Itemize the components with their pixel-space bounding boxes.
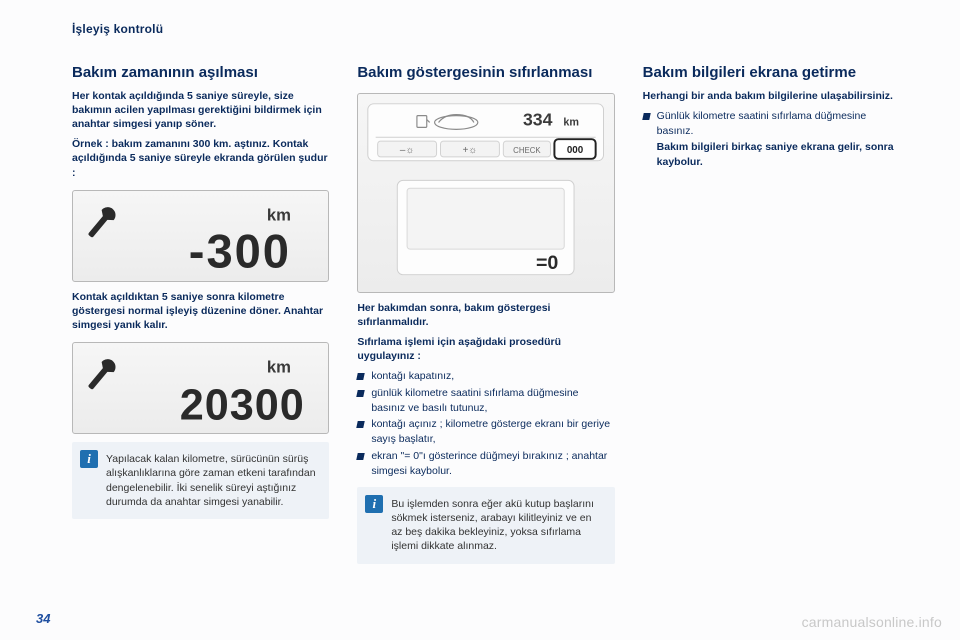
column-service-overdue: Bakım zamanının aşılması Her kontak açıl… (72, 64, 329, 564)
col2-step: kontağı açınız ; kilometre gösterge ekra… (357, 417, 614, 447)
page-number: 34 (36, 611, 50, 626)
km-label-1: km (267, 205, 291, 224)
col3-step: Günlük kilometre saatini sıfırlama düğme… (643, 109, 900, 139)
section-header: İşleyiş kontrolü (72, 22, 900, 36)
col3-title: Bakım bilgileri ekrana getirme (643, 64, 900, 83)
info-icon: i (365, 495, 383, 513)
lcd-svg-2: km 20300 (73, 343, 328, 433)
col2-after-lcd: Her bakımdan sonra, bakım göstergesi sıf… (357, 301, 614, 329)
reset-display-value: =0 (536, 252, 558, 274)
col2-steps: kontağı kapatınız, günlük kilometre saat… (357, 369, 614, 479)
info-box-col2: i Bu işlemden sonra eğer akü kutup başla… (357, 487, 614, 564)
dash-range-unit: km (564, 116, 580, 128)
svg-text:–☼: –☼ (400, 145, 414, 156)
column-reset-indicator: Bakım göstergesinin sıfırlanması 334 (357, 64, 614, 564)
col3-intro: Herhangi bir anda bakım bilgilerine ulaş… (643, 89, 900, 103)
col3-outro: Bakım bilgileri birkaç saniye ekrana gel… (643, 140, 900, 168)
column-recall-info: Bakım bilgileri ekrana getirme Herhangi … (643, 64, 900, 564)
col2-step: ekran "= 0"ı gösterince düğmeyi bırakını… (357, 449, 614, 479)
info-box-col1: i Yapılacak kalan kilometre, sürücünün s… (72, 442, 329, 519)
info-text-col1: Yapılacak kalan kilometre, sürücünün sür… (106, 453, 316, 508)
info-icon: i (80, 450, 98, 468)
col3-steps: Günlük kilometre saatini sıfırlama düğme… (643, 109, 900, 139)
manual-page: İşleyiş kontrolü Bakım zamanının aşılmas… (0, 0, 960, 640)
col1-example: Örnek : bakım zamanını 300 km. aştınız. … (72, 137, 329, 180)
lcd-display-overdue: km -300 (72, 190, 329, 282)
col2-title: Bakım göstergesinin sıfırlanması (357, 64, 614, 83)
info-text-col2: Bu işlemden sonra eğer akü kutup başları… (391, 498, 594, 553)
lcd-svg-1: km -300 (73, 191, 328, 281)
watermark: carmanualsonline.info (802, 614, 942, 630)
zero-button-label: 000 (567, 145, 584, 156)
col1-after-lcd1: Kontak açıldıktan 5 saniye sonra kilomet… (72, 290, 329, 333)
dash-range: 334 (523, 109, 553, 129)
km-label-2: km (267, 358, 291, 377)
check-button-label: CHECK (514, 146, 542, 155)
col1-title: Bakım zamanının aşılması (72, 64, 329, 83)
lcd2-value: 20300 (180, 382, 305, 430)
lcd1-value: -300 (189, 224, 291, 277)
lcd-svg-dash: 334 km –☼ +☼ CHECK 000 (358, 94, 613, 290)
col2-step: günlük kilometre saatini sıfırlama düğme… (357, 386, 614, 416)
svg-text:+☼: +☼ (463, 145, 478, 156)
content-columns: Bakım zamanının aşılması Her kontak açıl… (72, 64, 900, 564)
col1-intro: Her kontak açıldığında 5 saniye süreyle,… (72, 89, 329, 132)
lcd-dashboard: 334 km –☼ +☼ CHECK 000 (357, 93, 614, 293)
lcd-display-total: km 20300 (72, 342, 329, 434)
col2-step: kontağı kapatınız, (357, 369, 614, 384)
col2-proc-intro: Sıfırlama işlemi için aşağıdaki prosedür… (357, 335, 614, 363)
